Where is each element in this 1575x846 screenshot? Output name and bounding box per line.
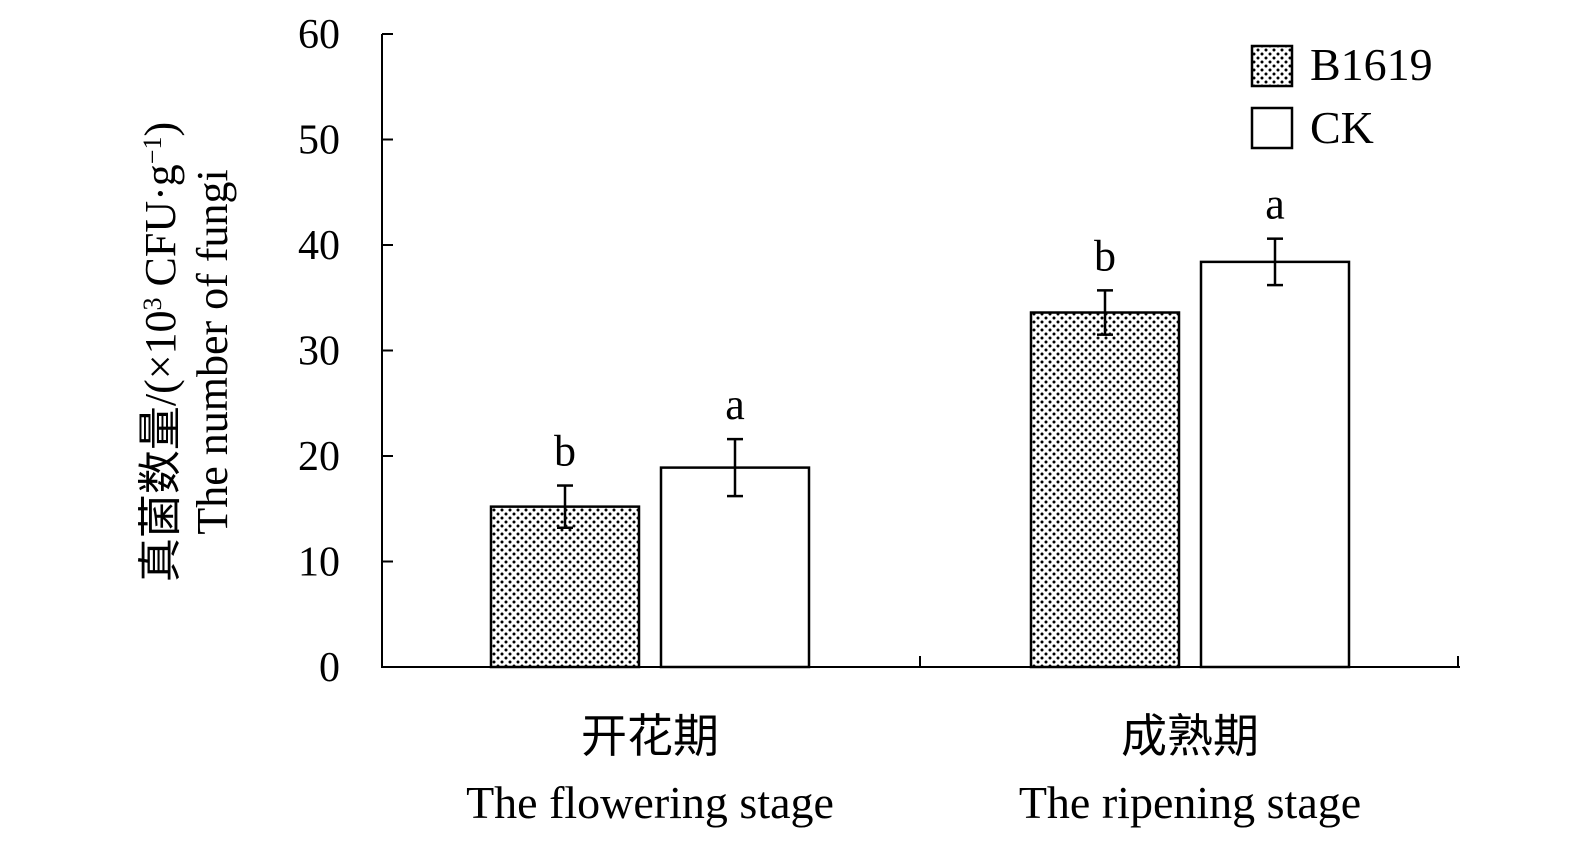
legend-label-ck: CK: [1310, 102, 1374, 153]
y-axis-unit-mid: CFU·g: [136, 164, 185, 297]
y-axis-title: 真菌数量/(×103 CFU·g−1) The number of fungi: [136, 122, 237, 582]
category-label-zh: 成熟期: [1121, 711, 1259, 762]
y-tick-label: 30: [298, 329, 340, 375]
y-tick-label: 50: [298, 118, 340, 164]
y-tick-label: 60: [298, 12, 340, 58]
category-labels: 开花期 The flowering stage 成熟期 The ripening st…: [466, 711, 1361, 828]
legend-swatch-b1619: [1250, 44, 1294, 88]
y-tick-label: 40: [298, 223, 340, 269]
bars: [489, 260, 1351, 669]
significance-label: a: [1265, 180, 1285, 229]
y-axis-unit-close: ): [136, 122, 185, 137]
error-bars: [557, 237, 1283, 529]
y-axis-unit-open: (×10: [136, 310, 185, 393]
legend-swatch-ck: [1250, 106, 1294, 150]
y-tick-label: 10: [298, 540, 340, 586]
legend-label-b1619: B1619: [1310, 39, 1433, 90]
significance-label: a: [725, 380, 745, 429]
x-ticks: [919, 656, 1459, 667]
y-ticks: 0 10 20 30 40 50 60: [298, 12, 393, 691]
significance-label: b: [1094, 231, 1116, 280]
bar-b1619-1: [489, 505, 641, 669]
svg-text:真菌数量/(×103 CFU·g−1): 真菌数量/(×103 CFU·g−1): [136, 122, 185, 582]
y-axis-unit-exponent2: −1: [138, 137, 167, 165]
bar-ck-2: [1199, 260, 1351, 669]
y-tick-label: 0: [319, 645, 340, 691]
category-label-en: The ripening stage: [1019, 777, 1361, 828]
y-axis-title-zh: 真菌数量/: [136, 393, 185, 582]
category-label-zh: 开花期: [581, 711, 719, 762]
bar-b1619-2: [1029, 311, 1181, 669]
category-label-en: The flowering stage: [466, 777, 834, 828]
significance-label: b: [554, 427, 576, 476]
y-axis-title-en: The number of fungi: [188, 169, 237, 534]
significance-labels: b b a a: [554, 180, 1285, 476]
bar-ck-1: [659, 466, 811, 669]
legend: B1619 CK: [1250, 39, 1433, 153]
y-axis-unit-exponent: 3: [138, 297, 167, 310]
y-tick-label: 20: [298, 434, 340, 480]
